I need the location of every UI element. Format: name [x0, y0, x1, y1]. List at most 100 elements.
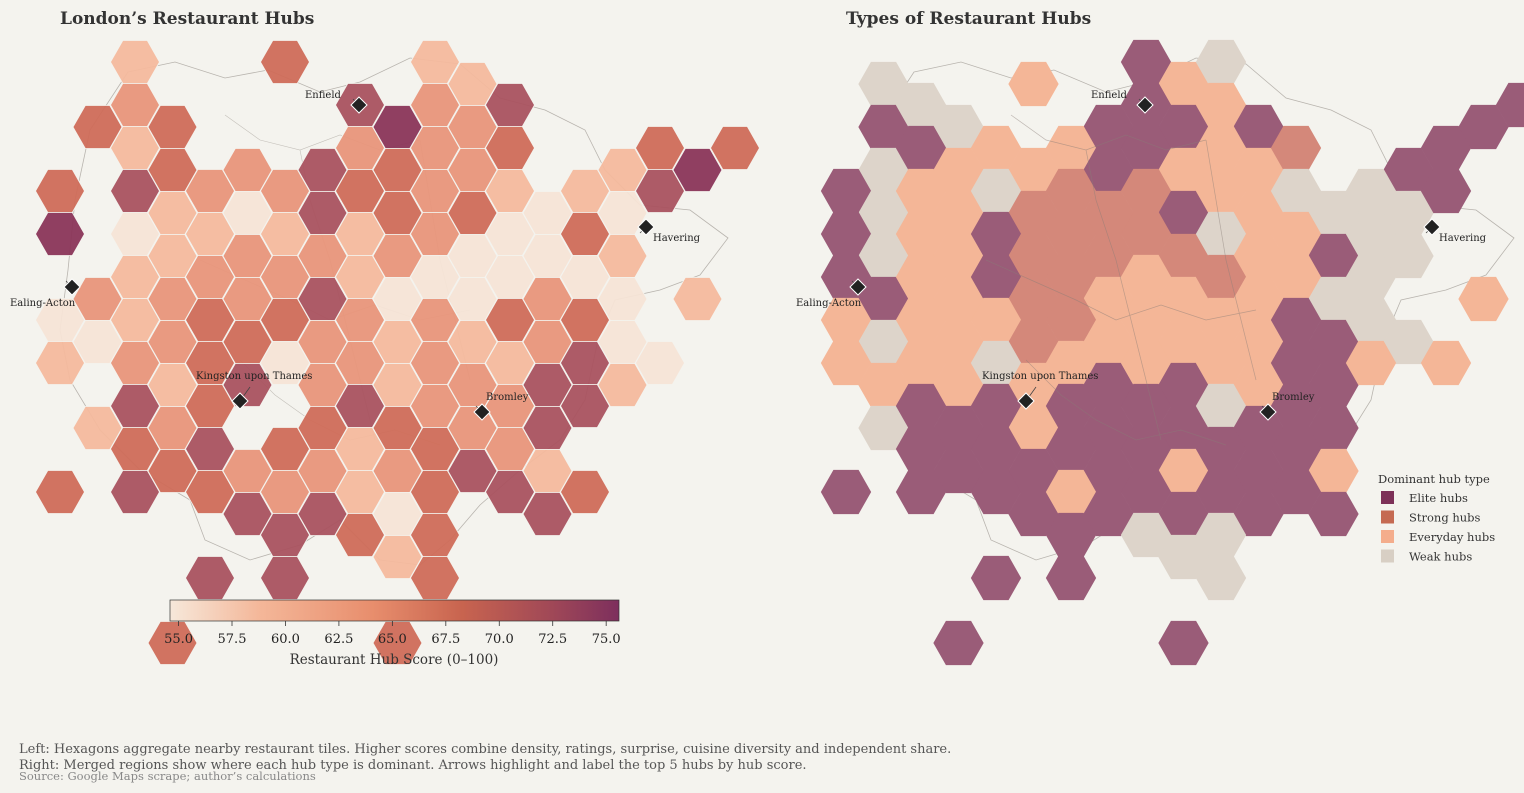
colorbar-ramp — [169, 599, 620, 622]
colorbar-label: Restaurant Hub Score (0–100) — [290, 652, 499, 668]
score-hexagon — [635, 169, 685, 213]
hub-type-region — [1158, 620, 1209, 666]
hub-label: Havering — [653, 233, 701, 244]
score-hexagon — [372, 535, 423, 579]
hub-label: Bromley — [1272, 392, 1315, 403]
score-hexagon — [260, 341, 310, 385]
hub-type-region — [820, 340, 872, 386]
hub-marker — [637, 218, 655, 236]
score-hexagon — [447, 449, 498, 493]
hub-label: Enfield — [305, 90, 342, 101]
hub-type-region — [1008, 61, 1059, 107]
colorbar-tick-label: 57.5 — [218, 632, 247, 647]
colorbar-tick-label: 62.5 — [324, 632, 353, 647]
score-hexagon — [222, 492, 273, 536]
score-hexagon — [35, 169, 85, 213]
colorbar-tick-label: 70.0 — [485, 632, 514, 647]
hub-type-region — [933, 620, 984, 666]
score-hexagon — [147, 449, 198, 493]
score-hexagon — [560, 470, 610, 514]
score-hexagon — [110, 40, 160, 84]
hub-type-region — [1458, 276, 1509, 322]
hub-marker — [1259, 403, 1277, 421]
hub-type-region — [1195, 555, 1247, 601]
hub-marker — [1423, 218, 1441, 236]
legend-label: Strong hubs — [1409, 511, 1481, 525]
borough-outline — [985, 114, 1257, 446]
score-hexagon — [635, 341, 685, 385]
legend-swatch — [1381, 491, 1394, 504]
colorbar-tick-label: 75.0 — [592, 632, 621, 647]
hub-marker — [1136, 96, 1154, 114]
score-hexagon — [597, 363, 648, 407]
hub-type-region — [1383, 233, 1434, 279]
hub-marker — [849, 278, 867, 296]
colorbar-tick-label: 65.0 — [378, 632, 407, 647]
score-hexagon — [710, 126, 760, 170]
score-hexagon — [410, 556, 460, 600]
legend-swatch — [1381, 510, 1394, 524]
score-hexagon — [260, 40, 310, 84]
legend-label: Elite hubs — [1409, 491, 1468, 505]
hub-type-region — [1345, 340, 1397, 386]
hub-type-region — [1233, 491, 1284, 537]
score-hexagon — [297, 492, 348, 536]
score-hexagon — [222, 363, 273, 407]
score-hexagon — [147, 621, 198, 665]
hub-type-region — [970, 555, 1022, 601]
hub-label: Havering — [1439, 233, 1487, 244]
legend-swatch — [1381, 530, 1394, 543]
score-hexagon — [560, 384, 610, 428]
legend-label: Everyday hubs — [1409, 530, 1495, 544]
left-panel-title: London’s Restaurant Hubs — [60, 9, 314, 29]
colorbar-tick-label: 67.5 — [431, 632, 460, 647]
score-hexagon — [522, 492, 573, 536]
hub-type-region — [970, 469, 1022, 515]
hub-marker — [231, 392, 249, 410]
hub-label: Ealing-Acton — [10, 298, 76, 309]
hub-marker — [63, 278, 81, 296]
score-hexagon — [72, 105, 123, 149]
score-hexagon — [372, 621, 423, 665]
hub-type-region — [1458, 104, 1509, 150]
hub-label: Kingston upon Thames — [196, 371, 312, 382]
left-hex-map: Enfield Havering Ealing-Acton Kingston upon… — [10, 40, 760, 665]
hub-type-region — [1308, 491, 1359, 537]
score-hexagon — [35, 341, 85, 385]
score-hexagon — [110, 470, 160, 514]
hub-type-region — [895, 469, 947, 515]
colorbar-tick-label: 55.0 — [164, 632, 193, 647]
caption-line-2: Right: Merged regions show where each hu… — [19, 758, 807, 773]
legend: Dominant hub type Elite hubs Strong hubs E… — [1378, 472, 1495, 564]
hub-type-region — [1420, 340, 1472, 386]
hub-label: Ealing-Acton — [796, 298, 862, 309]
hub-type-region — [1420, 168, 1472, 214]
legend-label: Weak hubs — [1409, 550, 1472, 564]
score-hexagon — [672, 277, 723, 321]
hub-label: Kingston upon Thames — [982, 371, 1098, 382]
caption-line-1: Left: Hexagons aggregate nearby restaura… — [19, 742, 952, 757]
score-hexagon — [260, 556, 310, 600]
hub-marker — [473, 403, 491, 421]
hub-type-region — [820, 469, 872, 515]
score-hexagon — [185, 470, 235, 514]
right-region-map: Enfield Havering Ealing-Acton Kingston upon… — [796, 39, 1524, 666]
score-hexagon — [72, 406, 123, 450]
score-hexagon — [485, 470, 535, 514]
colorbar-tick-label: 60.0 — [271, 632, 300, 647]
hub-type-region — [1495, 82, 1524, 128]
hub-marker — [350, 96, 368, 114]
hub-type-region — [1270, 469, 1322, 515]
hub-label: Enfield — [1091, 90, 1128, 101]
score-hexagon — [185, 556, 235, 600]
score-hexagon — [72, 320, 123, 364]
hub-marker — [1017, 392, 1035, 410]
right-panel-title: Types of Restaurant Hubs — [846, 9, 1091, 29]
hub-type-region — [1120, 512, 1172, 558]
hub-label: Bromley — [486, 392, 529, 403]
legend-swatch — [1381, 549, 1394, 563]
score-hexagon — [35, 470, 85, 514]
hub-type-region — [1045, 555, 1097, 601]
score-hexagon — [35, 212, 85, 256]
